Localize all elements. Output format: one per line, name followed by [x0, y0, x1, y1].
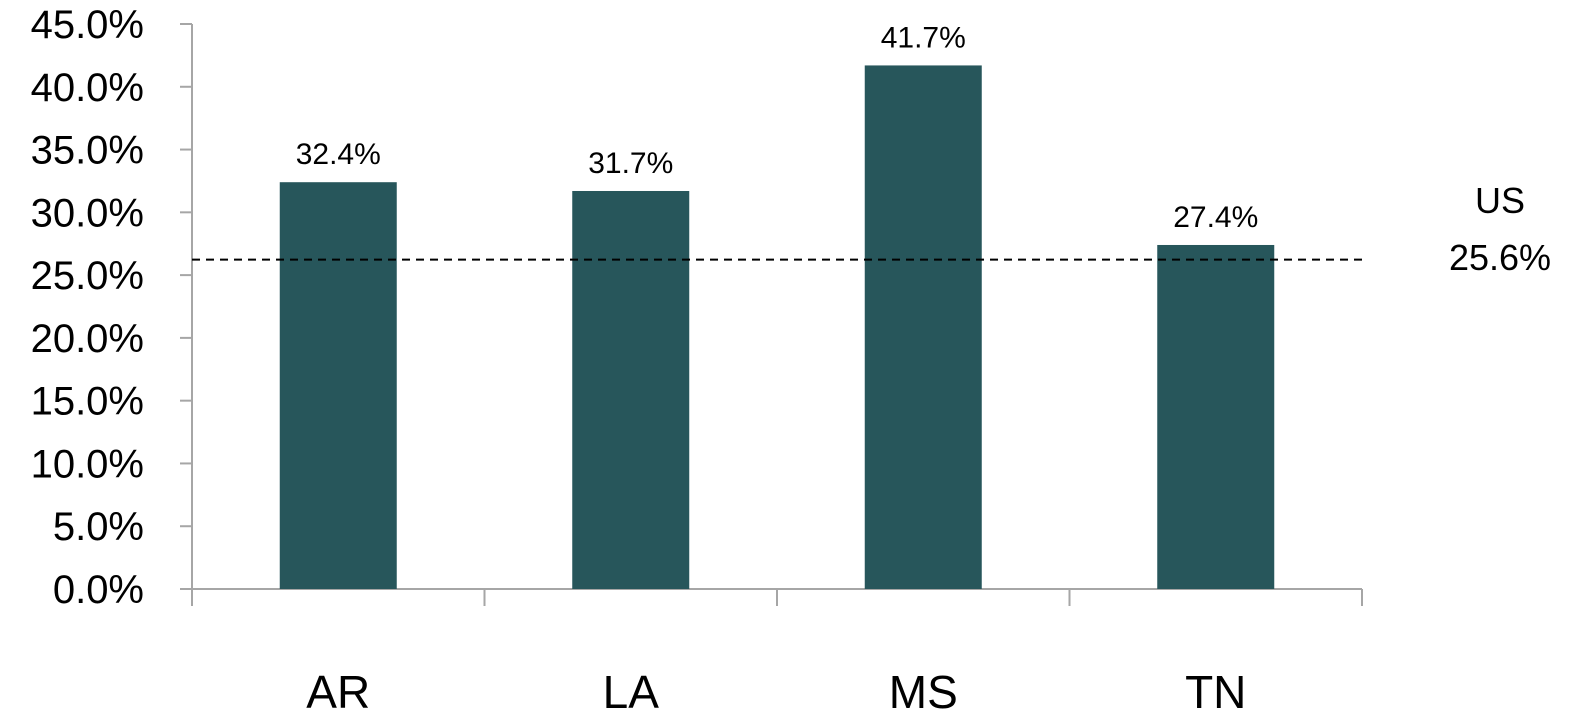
y-axis: 0.0% 5.0% 10.0% 15.0% 20.0% 25.0% 30.0% 35.0% 40… — [31, 3, 193, 612]
data-label-ms: 41.7% — [881, 21, 966, 54]
y-tick-label: 5.0% — [53, 505, 144, 549]
x-category-label: AR — [306, 666, 370, 718]
bar-la — [572, 190, 690, 589]
x-axis: AR LA MS TN — [191, 588, 1363, 718]
bars: 32.4% 31.7% 41.7% 27.4% — [279, 21, 1275, 589]
y-tick-label: 0.0% — [53, 568, 144, 612]
y-tick-label: 30.0% — [31, 191, 144, 235]
y-tick-label: 20.0% — [31, 317, 144, 361]
x-category-label: LA — [603, 666, 660, 718]
us-reference-name: US — [1475, 180, 1525, 221]
bar-ms — [864, 65, 982, 589]
y-tick-label: 15.0% — [31, 380, 144, 424]
y-tick-label: 40.0% — [31, 66, 144, 110]
y-tick-label: 35.0% — [31, 129, 144, 173]
us-reference-value: 25.6% — [1449, 237, 1551, 278]
data-label-tn: 27.4% — [1173, 201, 1258, 234]
x-category-label: TN — [1185, 666, 1246, 718]
bar-tn — [1157, 244, 1275, 589]
data-label-la: 31.7% — [588, 147, 673, 180]
y-tick-label: 25.0% — [31, 254, 144, 298]
y-tick-label: 10.0% — [31, 442, 144, 486]
x-category-label: MS — [889, 666, 958, 718]
data-label-ar: 32.4% — [296, 138, 381, 171]
reference-line-group: US 25.6% — [192, 180, 1551, 278]
y-tick-label: 45.0% — [31, 3, 144, 47]
bar-ar — [279, 182, 397, 589]
